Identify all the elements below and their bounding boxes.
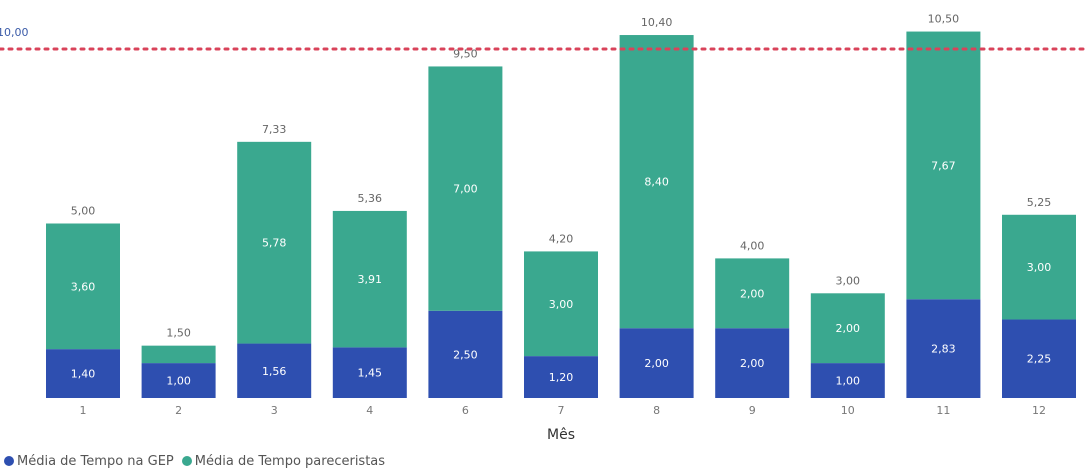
bars-layer [46, 31, 1076, 398]
labels-layer: 1,40 3,60 5,00 1,00 1,50 1,56 5,78 7,33 1,45 3,91… [71, 13, 1052, 388]
reference-line-label: 10,00 [0, 26, 29, 39]
segment-value-label: 1,56 [262, 365, 287, 378]
bar-segment-gep-8[interactable] [619, 328, 694, 398]
segment-value-label: 3,60 [71, 280, 96, 293]
x-tick-label: 7 [558, 404, 565, 417]
legend-marker-gep [4, 456, 14, 466]
segment-value-label: 2,50 [453, 348, 478, 361]
bar-segment-gep-2[interactable] [141, 363, 216, 398]
bar-segment-gep-3[interactable] [237, 343, 312, 398]
total-value-label: 3,00 [836, 274, 861, 287]
bar-segment-gep-6[interactable] [428, 310, 503, 398]
total-value-label: 5,25 [1027, 196, 1052, 209]
segment-value-label: 2,25 [1027, 353, 1052, 366]
segment-value-label: 7,00 [453, 183, 478, 196]
segment-value-label: 3,00 [1027, 261, 1052, 274]
bar-segment-gep-10[interactable] [810, 363, 885, 398]
bar-segment-gep-11[interactable] [906, 299, 981, 398]
bar-segment-gep-1[interactable] [46, 349, 120, 398]
bar-segment-pareceristas-1[interactable] [46, 223, 120, 350]
x-tick-label: 2 [175, 404, 182, 417]
total-value-label: 10,50 [928, 13, 960, 26]
segment-value-label: 1,00 [836, 375, 861, 388]
x-tick-label: 10 [841, 404, 855, 417]
bar-segment-pareceristas-7[interactable] [524, 251, 598, 357]
segment-value-label: 3,00 [549, 298, 574, 311]
total-value-label: 5,36 [358, 192, 383, 205]
x-tick-label: 12 [1032, 404, 1046, 417]
total-value-label: 7,33 [262, 123, 287, 136]
legend-label-pareceristas: Média de Tempo pareceristas [194, 453, 386, 469]
x-tick-label: 4 [366, 404, 373, 417]
bar-segment-gep-4[interactable] [332, 347, 407, 398]
x-tick-label: 8 [653, 404, 660, 417]
total-value-label: 4,20 [549, 232, 574, 245]
segment-value-label: 1,20 [549, 371, 574, 384]
x-tick-label: 1 [80, 404, 87, 417]
x-tick-label: 6 [462, 404, 469, 417]
segment-value-label: 7,67 [931, 159, 956, 172]
bar-segment-gep-7[interactable] [524, 356, 598, 398]
legend-label-gep: Média de Tempo na GEP [17, 453, 174, 469]
segment-value-label: 3,91 [358, 273, 383, 286]
reference-line-layer: 10,00 [0, 26, 1086, 51]
legend-item-gep[interactable]: Média de Tempo na GEP [4, 454, 174, 469]
bar-segment-pareceristas-12[interactable] [1002, 214, 1076, 320]
total-value-label: 4,00 [740, 239, 765, 252]
segment-value-label: 1,00 [166, 375, 191, 388]
segment-value-label: 2,00 [740, 287, 765, 300]
bar-segment-gep-9[interactable] [715, 328, 790, 398]
segment-value-label: 8,40 [644, 176, 669, 189]
bar-segment-pareceristas-8[interactable] [619, 35, 694, 329]
bar-segment-pareceristas-9[interactable] [715, 258, 790, 329]
bar-segment-pareceristas-3[interactable] [237, 141, 312, 344]
bar-segment-pareceristas-11[interactable] [906, 31, 981, 300]
segment-value-label: 5,78 [262, 237, 287, 250]
x-tick-label: 3 [271, 404, 278, 417]
x-axis-title: Mês [547, 427, 575, 443]
bar-segment-pareceristas-4[interactable] [332, 210, 407, 348]
segment-value-label: 1,45 [358, 367, 383, 380]
segment-value-label: 2,00 [740, 357, 765, 370]
segment-value-label: 2,83 [931, 343, 956, 356]
x-tick-label: 11 [936, 404, 950, 417]
total-value-label: 5,00 [71, 205, 96, 218]
total-value-label: 9,50 [453, 47, 478, 60]
legend-item-pareceristas[interactable]: Média de Tempo pareceristas [181, 453, 386, 469]
bar-segment-pareceristas-10[interactable] [810, 293, 885, 364]
total-value-label: 10,40 [641, 16, 673, 29]
segment-value-label: 1,40 [71, 368, 96, 381]
legend-marker-pareceristas [181, 456, 192, 466]
bar-segment-pareceristas-6[interactable] [428, 66, 503, 311]
total-value-label: 1,50 [166, 327, 191, 340]
segment-value-label: 2,00 [644, 357, 669, 370]
x-tick-label: 9 [749, 404, 756, 417]
bar-segment-gep-12[interactable] [1002, 319, 1076, 398]
segment-value-label: 2,00 [836, 322, 861, 335]
legend: Média de Tempo na GEP Média de Tempo par… [4, 452, 393, 470]
bar-segment-pareceristas-2[interactable] [141, 345, 216, 364]
